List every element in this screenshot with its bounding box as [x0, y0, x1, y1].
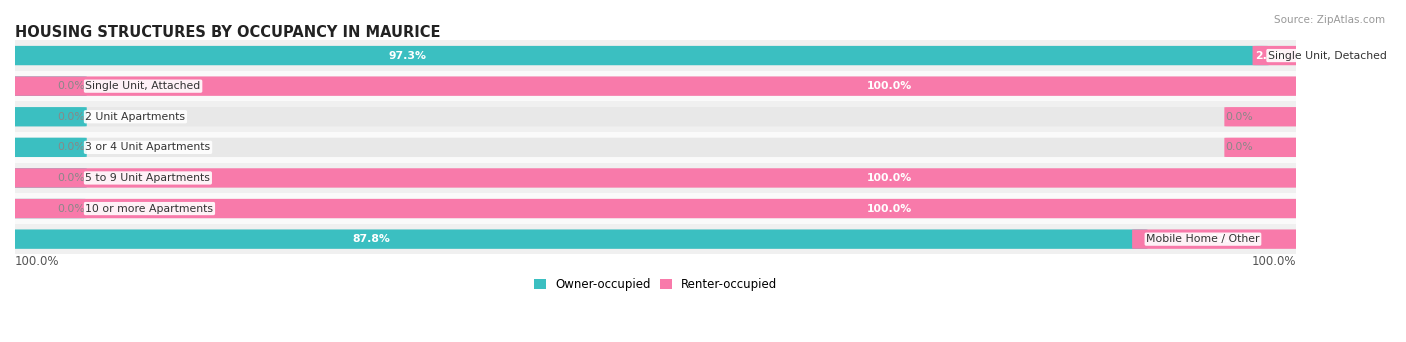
FancyBboxPatch shape — [1225, 138, 1303, 157]
FancyBboxPatch shape — [1225, 107, 1303, 127]
Text: 0.0%: 0.0% — [1226, 112, 1253, 122]
Text: 0.0%: 0.0% — [58, 112, 86, 122]
FancyBboxPatch shape — [7, 138, 1303, 157]
FancyBboxPatch shape — [7, 107, 87, 127]
FancyBboxPatch shape — [7, 168, 87, 188]
FancyBboxPatch shape — [1253, 46, 1303, 65]
Legend: Owner-occupied, Renter-occupied: Owner-occupied, Renter-occupied — [529, 273, 782, 296]
Text: Single Unit, Attached: Single Unit, Attached — [86, 81, 201, 91]
FancyBboxPatch shape — [7, 229, 1303, 249]
FancyBboxPatch shape — [7, 138, 87, 157]
Bar — [15, 132, 1296, 163]
Bar — [15, 40, 1296, 71]
FancyBboxPatch shape — [7, 168, 1303, 188]
Text: HOUSING STRUCTURES BY OCCUPANCY IN MAURICE: HOUSING STRUCTURES BY OCCUPANCY IN MAURI… — [15, 25, 440, 40]
Text: 2.8%: 2.8% — [1256, 51, 1285, 61]
Text: 3 or 4 Unit Apartments: 3 or 4 Unit Apartments — [86, 142, 211, 152]
Text: 97.3%: 97.3% — [389, 51, 427, 61]
FancyBboxPatch shape — [1132, 229, 1303, 249]
Bar — [15, 224, 1296, 254]
Text: 0.0%: 0.0% — [58, 173, 86, 183]
Text: Source: ZipAtlas.com: Source: ZipAtlas.com — [1274, 15, 1385, 25]
FancyBboxPatch shape — [7, 107, 1303, 127]
Text: Mobile Home / Other: Mobile Home / Other — [1146, 234, 1260, 244]
FancyBboxPatch shape — [7, 199, 1303, 218]
FancyBboxPatch shape — [7, 199, 87, 218]
Bar — [15, 71, 1296, 102]
Text: 12.2%: 12.2% — [1211, 234, 1249, 244]
Text: 0.0%: 0.0% — [1226, 142, 1253, 152]
Text: 100.0%: 100.0% — [866, 203, 911, 213]
FancyBboxPatch shape — [7, 168, 1303, 188]
FancyBboxPatch shape — [7, 77, 1303, 96]
Text: 100.0%: 100.0% — [15, 255, 59, 268]
Bar — [15, 193, 1296, 224]
FancyBboxPatch shape — [7, 77, 87, 96]
FancyBboxPatch shape — [7, 229, 1147, 249]
Text: 87.8%: 87.8% — [353, 234, 391, 244]
Text: 2 Unit Apartments: 2 Unit Apartments — [86, 112, 186, 122]
FancyBboxPatch shape — [7, 77, 1303, 96]
Bar — [15, 102, 1296, 132]
Text: 0.0%: 0.0% — [58, 81, 86, 91]
Bar — [15, 163, 1296, 193]
FancyBboxPatch shape — [7, 46, 1303, 65]
Text: 5 to 9 Unit Apartments: 5 to 9 Unit Apartments — [86, 173, 211, 183]
Text: 10 or more Apartments: 10 or more Apartments — [86, 203, 214, 213]
Text: 0.0%: 0.0% — [58, 203, 86, 213]
Text: 100.0%: 100.0% — [1251, 255, 1296, 268]
Text: Single Unit, Detached: Single Unit, Detached — [1268, 51, 1386, 61]
FancyBboxPatch shape — [7, 199, 1303, 218]
Text: 0.0%: 0.0% — [58, 142, 86, 152]
Text: 100.0%: 100.0% — [866, 173, 911, 183]
FancyBboxPatch shape — [7, 46, 1270, 65]
Text: 100.0%: 100.0% — [866, 81, 911, 91]
